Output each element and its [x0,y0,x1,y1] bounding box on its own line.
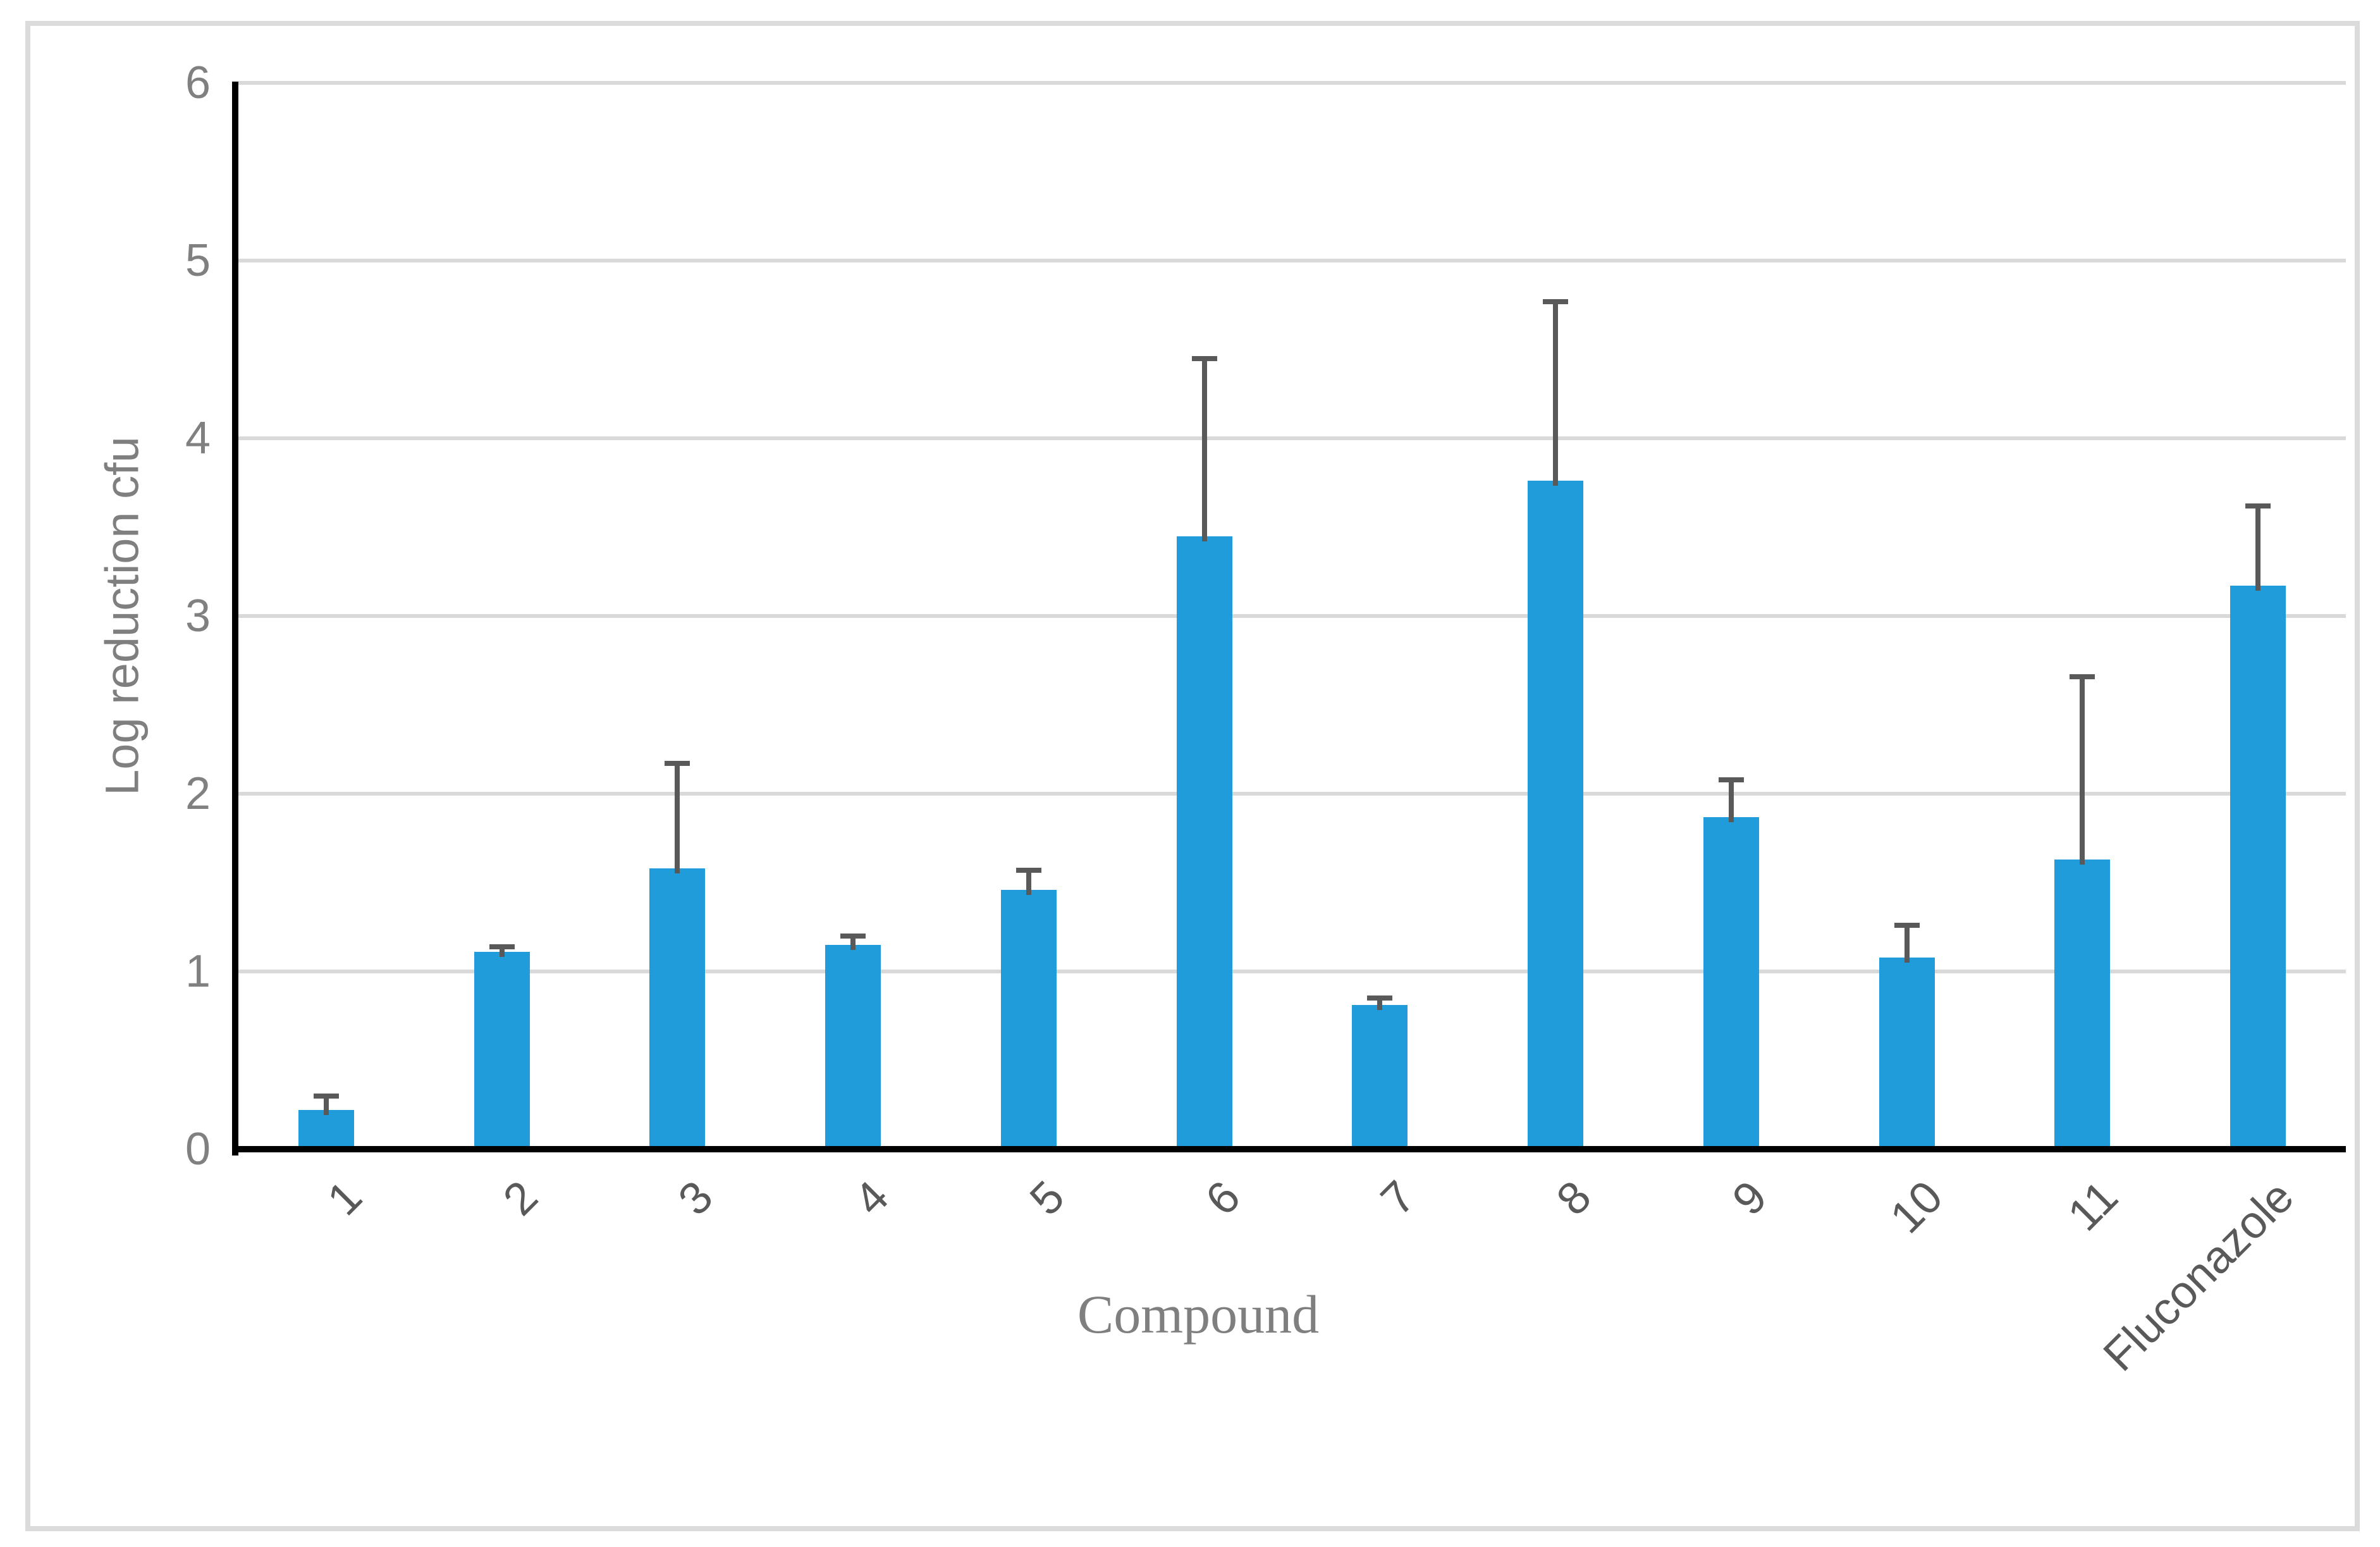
error-bar-whisker-2 [499,946,505,958]
error-bar-cap-Fluconazole [2245,503,2271,508]
gridline-y6 [238,81,2346,85]
error-bar-whisker-5 [1026,870,1031,895]
error-bar-whisker-11 [2080,676,2085,865]
error-bar-cap-5 [1015,867,1041,873]
error-bar-cap-8 [1543,299,1569,304]
y-tick-label-4: 4 [185,413,211,464]
bar-8 [1528,481,1584,1149]
error-bar-whisker-10 [1904,925,1910,963]
bar-4 [825,944,881,1149]
error-bar-whisker-1 [323,1095,329,1116]
error-bar-cap-2 [489,944,515,949]
error-bar-cap-11 [2070,674,2095,679]
bar-11 [2054,859,2111,1149]
error-bar-whisker-Fluconazole [2255,505,2261,591]
bar-1 [298,1110,354,1149]
error-bar-whisker-4 [850,935,856,950]
error-bar-cap-3 [665,761,690,767]
bar-2 [474,952,530,1149]
error-bar-whisker-7 [1377,998,1383,1011]
error-bar-cap-6 [1191,355,1217,361]
gridline-y1 [238,970,2346,973]
y-tick-label-2: 2 [185,768,211,819]
y-tick-label-0: 0 [185,1124,211,1174]
bar-7 [1352,1005,1408,1149]
bar-5 [1000,889,1057,1149]
error-bar-cap-10 [1894,922,1920,928]
error-bar-cap-9 [1718,777,1744,782]
bar-3 [649,868,706,1149]
y-tick-label-3: 3 [185,591,211,641]
gridline-y3 [238,614,2346,618]
y-tick-label-5: 5 [185,235,211,286]
bar-10 [1879,957,1935,1149]
bar-6 [1176,536,1232,1149]
error-bar-cap-1 [313,1093,339,1099]
x-axis-line [232,1146,2346,1152]
error-bar-whisker-9 [1728,779,1734,822]
x-axis-title: Compound [1077,1284,1320,1345]
error-bar-whisker-3 [675,763,680,873]
y-tick-label-6: 6 [185,58,211,108]
figure-border [25,21,2360,1531]
gridline-y2 [238,792,2346,796]
gridline-y4 [238,436,2346,440]
gridline-y5 [238,259,2346,262]
y-tick-label-1: 1 [185,946,211,997]
error-bar-cap-4 [840,933,866,939]
error-bar-cap-7 [1367,995,1393,1001]
error-bar-whisker-8 [1553,301,1559,486]
bar-9 [1703,817,1759,1149]
y-axis-line [232,82,238,1156]
y-axis-title: Log reduction cfu [95,436,149,796]
bar-Fluconazole [2230,586,2286,1149]
error-bar-whisker-6 [1201,358,1207,541]
